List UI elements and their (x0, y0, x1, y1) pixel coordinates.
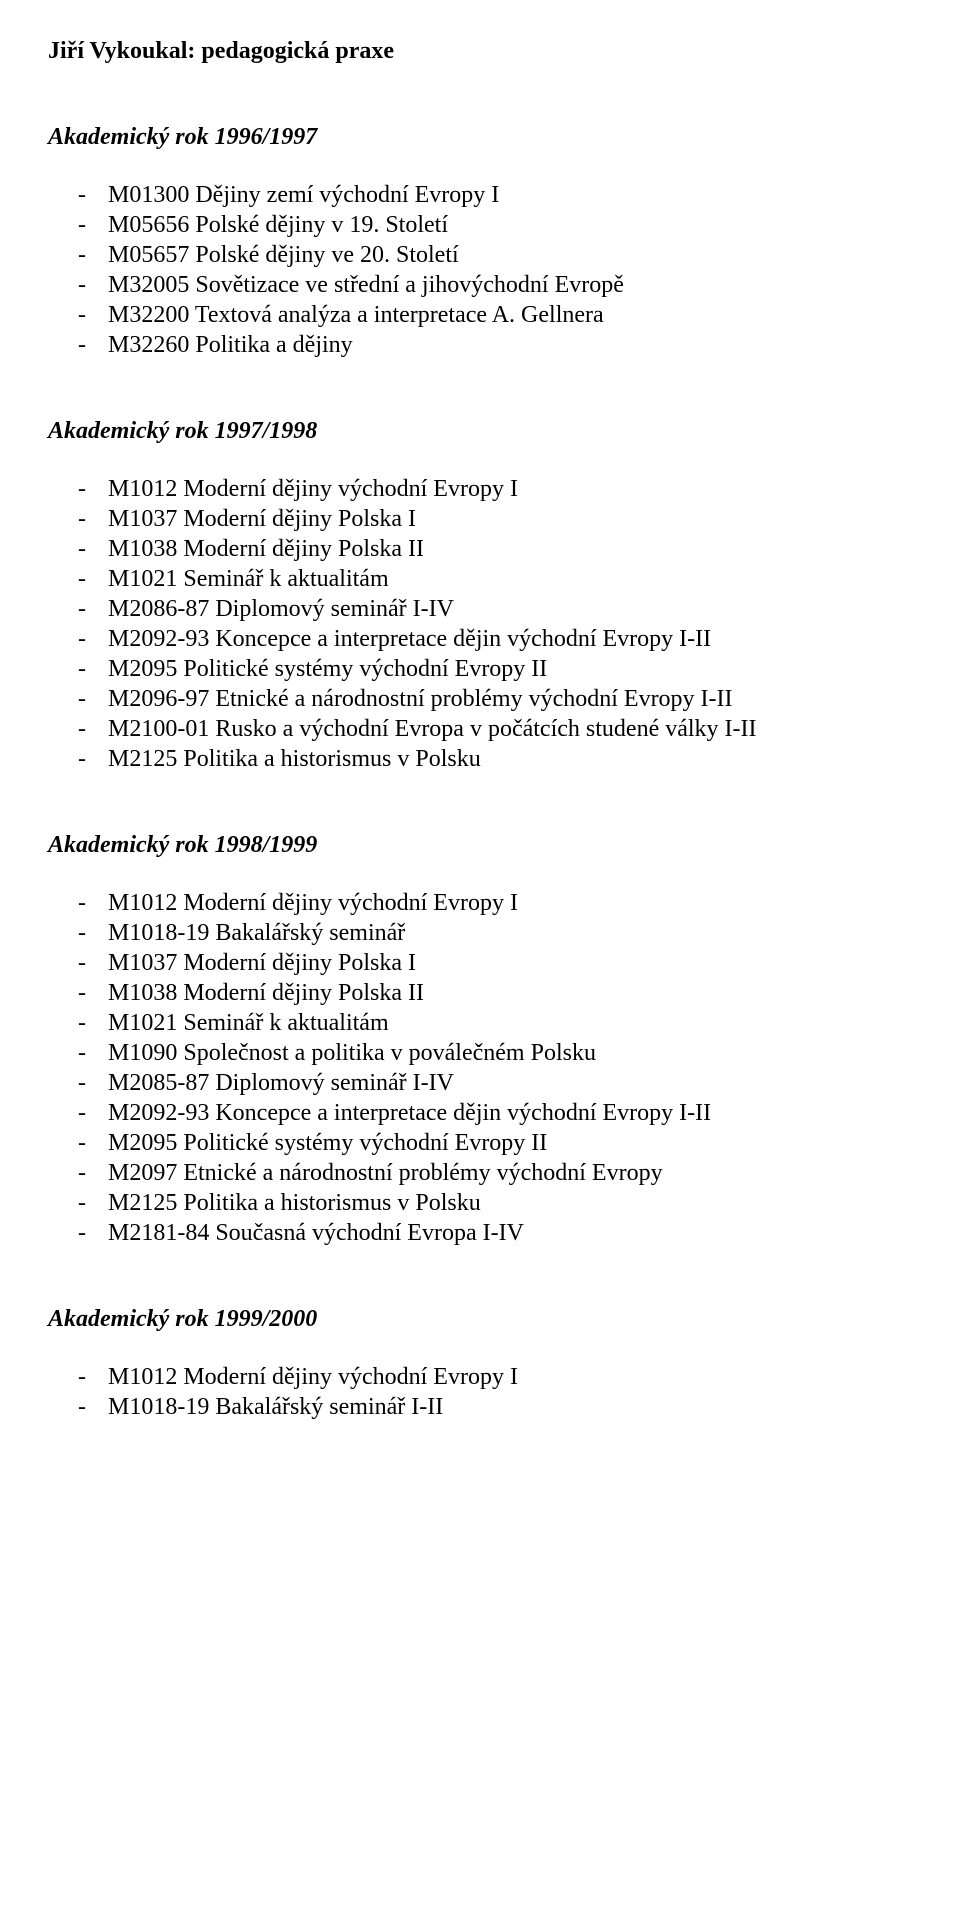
list-item: M2095 Politické systémy východní Evropy … (48, 1128, 912, 1158)
list-item: M2086-87 Diplomový seminář I-IV (48, 594, 912, 624)
list-item: M1038 Moderní dějiny Polska II (48, 534, 912, 564)
course-list: M1012 Moderní dějiny východní Evropy I M… (48, 888, 912, 1248)
section-heading: Akademický rok 1998/1999 (48, 830, 912, 860)
list-item: M1037 Moderní dějiny Polska I (48, 504, 912, 534)
list-item: M2097 Etnické a národnostní problémy výc… (48, 1158, 912, 1188)
list-item: M2092-93 Koncepce a interpretace dějin v… (48, 1098, 912, 1128)
section-heading: Akademický rok 1996/1997 (48, 122, 912, 152)
document-title: Jiří Vykoukal: pedagogická praxe (48, 36, 912, 66)
section-1998-1999: Akademický rok 1998/1999 M1012 Moderní d… (48, 830, 912, 1248)
list-item: M1090 Společnost a politika v poválečném… (48, 1038, 912, 1068)
list-item: M2085-87 Diplomový seminář I-IV (48, 1068, 912, 1098)
list-item: M2095 Politické systémy východní Evropy … (48, 654, 912, 684)
list-item: M1018-19 Bakalářský seminář I-II (48, 1392, 912, 1422)
section-1999-2000: Akademický rok 1999/2000 M1012 Moderní d… (48, 1304, 912, 1422)
list-item: M2092-93 Koncepce a interpretace dějin v… (48, 624, 912, 654)
list-item: M1037 Moderní dějiny Polska I (48, 948, 912, 978)
list-item: M1038 Moderní dějiny Polska II (48, 978, 912, 1008)
list-item: M1012 Moderní dějiny východní Evropy I (48, 1362, 912, 1392)
list-item: M1012 Moderní dějiny východní Evropy I (48, 474, 912, 504)
list-item: M1021 Seminář k aktualitám (48, 1008, 912, 1038)
course-list: M1012 Moderní dějiny východní Evropy I M… (48, 474, 912, 774)
list-item: M05656 Polské dějiny v 19. Století (48, 210, 912, 240)
list-item: M05657 Polské dějiny ve 20. Století (48, 240, 912, 270)
list-item: M01300 Dějiny zemí východní Evropy I (48, 180, 912, 210)
section-1997-1998: Akademický rok 1997/1998 M1012 Moderní d… (48, 416, 912, 774)
list-item: M2125 Politika a historismus v Polsku (48, 1188, 912, 1218)
course-list: M1012 Moderní dějiny východní Evropy I M… (48, 1362, 912, 1422)
course-list: M01300 Dějiny zemí východní Evropy I M05… (48, 180, 912, 360)
list-item: M32005 Sovětizace ve střední a jihovýcho… (48, 270, 912, 300)
list-item: M2181-84 Současná východní Evropa I-IV (48, 1218, 912, 1248)
list-item: M32260 Politika a dějiny (48, 330, 912, 360)
list-item: M2100-01 Rusko a východní Evropa v počát… (48, 714, 912, 744)
list-item: M1021 Seminář k aktualitám (48, 564, 912, 594)
section-1996-1997: Akademický rok 1996/1997 M01300 Dějiny z… (48, 122, 912, 360)
list-item: M1018-19 Bakalářský seminář (48, 918, 912, 948)
list-item: M1012 Moderní dějiny východní Evropy I (48, 888, 912, 918)
list-item: M32200 Textová analýza a interpretace A.… (48, 300, 912, 330)
section-heading: Akademický rok 1997/1998 (48, 416, 912, 446)
list-item: M2096-97 Etnické a národnostní problémy … (48, 684, 912, 714)
list-item: M2125 Politika a historismus v Polsku (48, 744, 912, 774)
section-heading: Akademický rok 1999/2000 (48, 1304, 912, 1334)
